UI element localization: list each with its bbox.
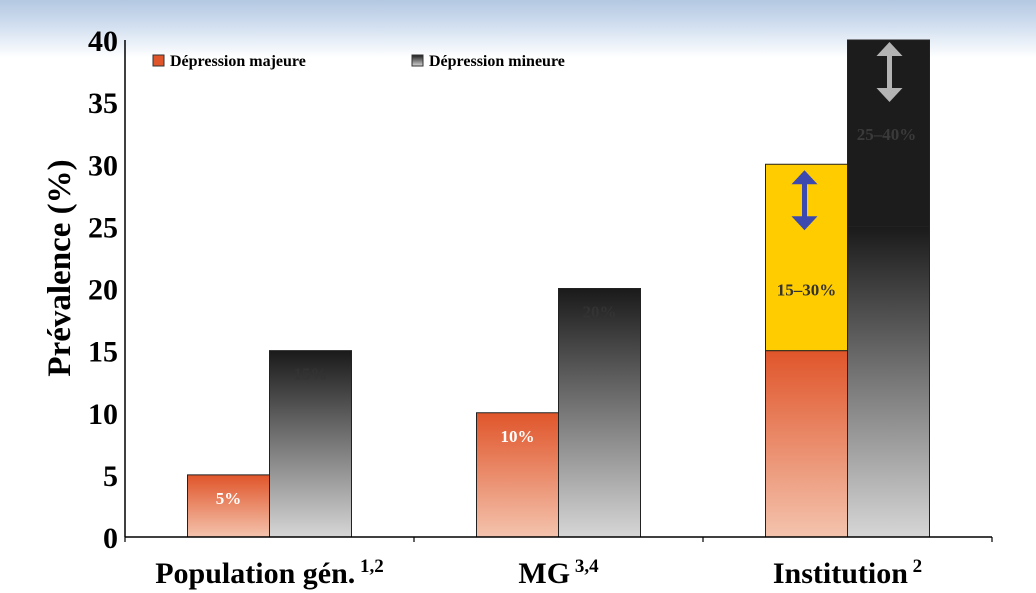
y-axis-ticks: 0 5 10 15 20 25 30 35 40 [88,25,118,555]
category-name: Institution [773,557,908,590]
bar-majeure [476,412,559,538]
range-label: 25–40% [857,125,917,144]
y-tick-label: 15 [88,336,118,369]
legend-label: Dépression majeure [170,53,306,70]
arrow-head-down [876,88,903,102]
category-name: Population gén. [155,557,355,590]
y-tick-label: 30 [88,149,118,182]
arrow-head-up [791,170,818,185]
bar-mineure [558,288,641,538]
category-superscript: 3,4 [570,556,599,577]
legend-swatch [152,54,165,67]
data-label: 5% [216,489,242,508]
y-tick-label: 20 [88,274,118,307]
data-label: 10% [501,427,535,446]
data-label: 20% [583,303,617,322]
y-tick-label: 25 [88,211,118,244]
x-category-label: MG 3,4 [518,556,599,590]
data-label: 15% [294,365,328,384]
category-labels: Population gén. 1,2 MG 3,4 Institution 2 [155,556,922,590]
y-tick-label: 5 [103,460,118,493]
y-tick-label: 0 [103,522,118,555]
y-axis-label: Prévalence (%) [42,159,78,376]
x-category-label: Institution 2 [773,556,922,590]
arrow-head-down [791,216,818,231]
bar-majeure [765,350,848,538]
double-arrow-icon [791,170,818,231]
bar-mineure [847,225,930,538]
bar-majeure [187,474,270,538]
arrow-head-up [876,42,903,56]
y-tick-label: 35 [88,87,118,120]
x-category-label: Population gén. 1,2 [155,556,384,590]
arrow-shaft [887,55,892,89]
legend-swatch [411,54,424,67]
category-superscript: 2 [908,556,922,577]
y-tick-label: 10 [88,398,118,431]
arrow-shaft [802,183,807,218]
double-arrow-icon [876,42,903,102]
bar-mineure [269,350,352,538]
category-superscript: 1,2 [355,556,384,577]
range-label: 15–30% [777,280,837,299]
category-name: MG [518,557,570,590]
axes-group [124,40,993,542]
legend-label: Dépression mineure [429,53,565,70]
legend: Dépression majeure Dépression mineure [152,53,565,70]
y-tick-label: 40 [88,25,118,58]
bars-group: 5% 10% 15–30% 15% 20% 25–40% [187,39,930,538]
